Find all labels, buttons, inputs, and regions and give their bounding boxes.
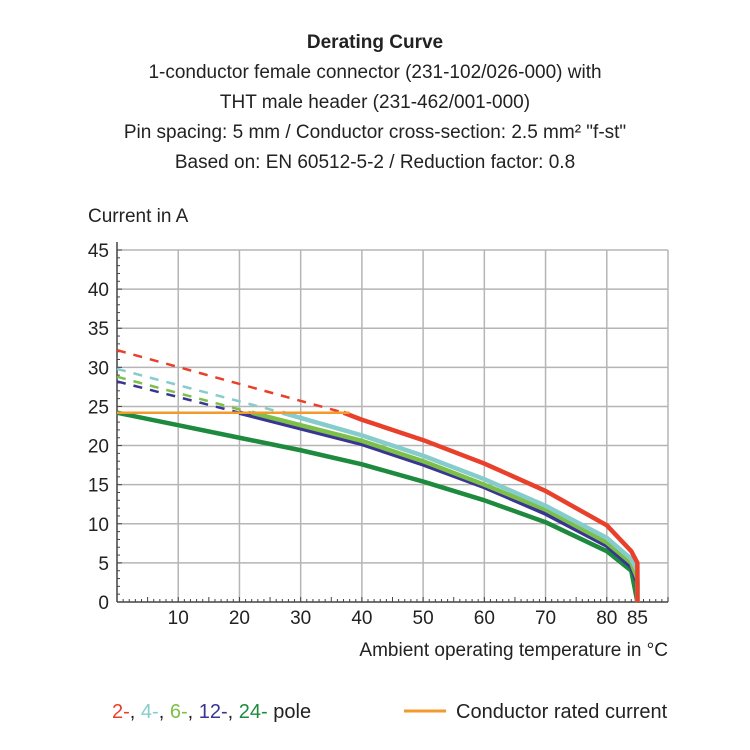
x-tick-label: 80: [596, 608, 617, 629]
y-tick-label: 0: [98, 593, 109, 614]
series-line-4-: [281, 410, 640, 602]
series-line-24-: [116, 410, 640, 603]
chart-subtitle-4: Based on: EN 60512-5-2 / Reduction facto…: [174, 152, 576, 173]
legend-pole-entry: pole: [268, 701, 311, 723]
y-tick-label: 5: [98, 554, 109, 575]
x-tick-label: 30: [290, 608, 311, 629]
series-line-6-: [251, 410, 640, 602]
y-tick-label: 40: [88, 280, 109, 301]
legend-pole-entry: 12-: [199, 701, 228, 723]
chart-subtitle-3: Pin spacing: 5 mm / Conductor cross-sect…: [123, 122, 627, 143]
legend-pole-entry: ,: [159, 701, 170, 723]
legend-pole-entry: 6-: [170, 701, 188, 723]
y-tick-label: 10: [88, 515, 109, 536]
legend-pole-entry: 24-: [239, 701, 268, 723]
y-tick-label: 15: [88, 476, 109, 497]
legend-pole-entry: 4-: [141, 701, 159, 723]
x-tick-label: 85: [627, 608, 648, 629]
x-tick-label: 10: [168, 608, 189, 629]
x-tick-label: 50: [413, 608, 434, 629]
series-dashed-2-: [116, 348, 344, 414]
y-tick-label: 35: [88, 319, 109, 340]
series-dashed-12-: [116, 380, 240, 414]
y-tick-label: 25: [88, 397, 109, 418]
x-tick-label: 60: [474, 608, 495, 629]
y-axis-label: Current in A: [88, 206, 189, 227]
legend-rated-label: Conductor rated current: [456, 701, 668, 723]
x-axis-label: Ambient operating temperature in °C: [359, 640, 668, 661]
y-tick-label: 45: [88, 241, 109, 262]
series-dashed-4-: [116, 367, 283, 414]
x-tick-label: 70: [535, 608, 556, 629]
series-line-2-: [342, 410, 640, 602]
legend-poles: 2-, 4-, 6-, 12-, 24- pole: [112, 701, 311, 723]
x-tick-label: 20: [229, 608, 250, 629]
legend-pole-entry: ,: [228, 701, 239, 723]
series-dashed-6-: [116, 375, 253, 414]
y-tick-label: 30: [88, 358, 109, 379]
y-tick-label: 20: [88, 437, 109, 458]
legend-pole-entry: ,: [130, 701, 141, 723]
x-tick-label: 40: [351, 608, 372, 629]
chart-subtitle-1: 1-conductor female connector (231-102/02…: [148, 62, 602, 83]
legend-pole-entry: ,: [188, 701, 199, 723]
chart-subtitle-2: THT male header (231-462/001-000): [219, 92, 531, 113]
chart-title: Derating Curve: [306, 32, 444, 53]
legend-pole-entry: 2-: [112, 701, 130, 723]
